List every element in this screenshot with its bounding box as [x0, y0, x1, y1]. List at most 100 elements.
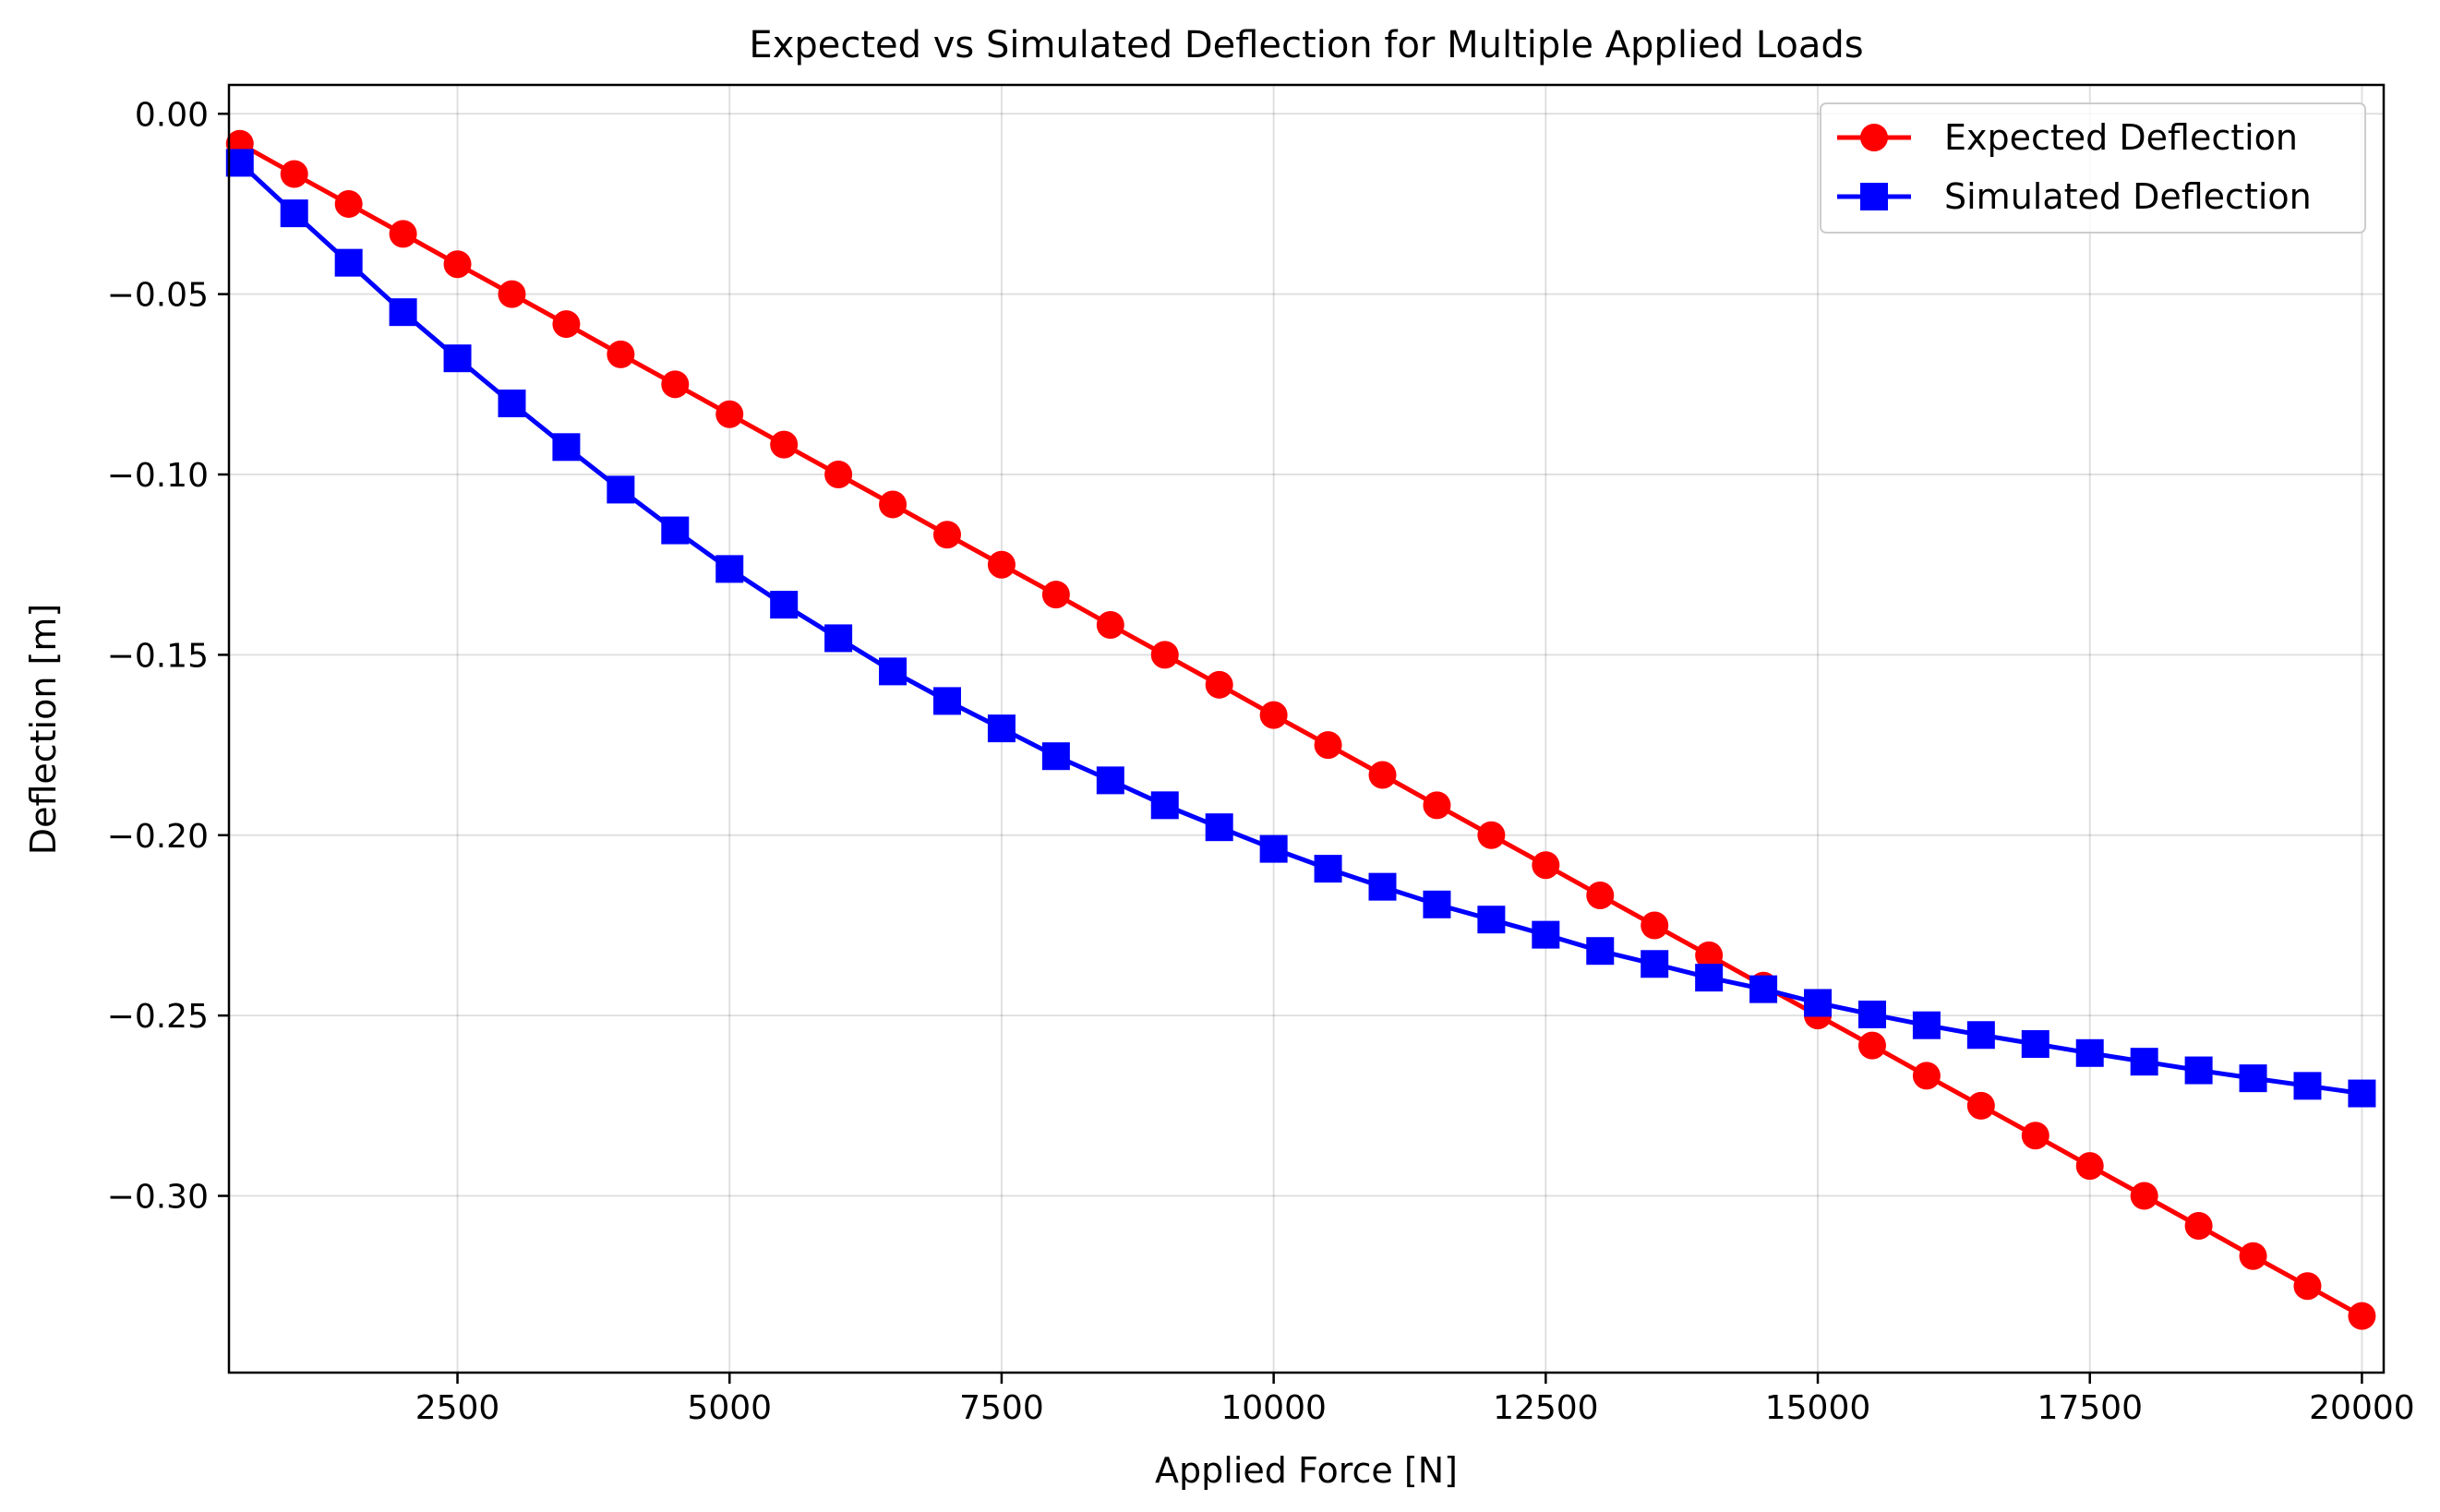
data-point [879, 490, 907, 519]
data-point [1096, 610, 1124, 639]
data-point [1857, 1031, 1886, 1060]
y-tick-label: −0.10 [107, 457, 209, 495]
data-point [1259, 834, 1288, 863]
data-point [552, 433, 581, 462]
data-point [280, 199, 308, 228]
y-tick-label: −0.25 [107, 998, 209, 1036]
data-point [498, 280, 526, 308]
data-point [2075, 1152, 2104, 1181]
data-point [2348, 1079, 2376, 1108]
chart-title: Expected vs Simulated Deflection for Mul… [749, 24, 1863, 66]
data-point [933, 687, 961, 715]
data-point [1041, 742, 1070, 771]
data-point [1368, 761, 1397, 789]
x-tick-label: 17500 [2037, 1389, 2143, 1427]
data-point [1857, 1000, 1886, 1028]
data-point [2293, 1272, 2322, 1301]
data-point [661, 516, 690, 545]
y-axis-label: Deflection [m] [23, 604, 64, 855]
x-tick-label: 15000 [1765, 1389, 1871, 1427]
data-point [443, 344, 472, 373]
data-point [879, 657, 907, 686]
data-point [824, 624, 853, 653]
data-point [1532, 851, 1560, 880]
y-tick-label: −0.30 [107, 1179, 209, 1217]
data-point [280, 160, 308, 188]
x-tick-label: 5000 [687, 1389, 772, 1427]
data-point [1804, 989, 1833, 1017]
data-point [1259, 701, 1288, 729]
data-point [1966, 1091, 1995, 1120]
data-point [1912, 1062, 1941, 1090]
data-point [1205, 813, 1233, 842]
data-point [1423, 791, 1451, 820]
data-point [1586, 937, 1615, 966]
x-axis-label: Applied Force [N] [1155, 1450, 1458, 1491]
data-point [987, 714, 1016, 743]
data-point [1477, 906, 1506, 934]
data-point [2184, 1056, 2213, 1085]
data-point [1966, 1021, 1995, 1050]
x-tick-label: 20000 [2309, 1389, 2415, 1427]
legend-simulated-marker [1860, 183, 1888, 210]
data-point [2348, 1302, 2376, 1330]
data-point [2184, 1211, 2213, 1240]
data-point [225, 149, 254, 177]
data-point [770, 430, 799, 459]
legend-box [1820, 102, 2366, 234]
data-point [334, 189, 363, 218]
legend: Expected Deflection Simulated Deflection [1820, 102, 2366, 234]
data-point [715, 400, 744, 428]
x-axis: 2500 5000 7500 10000 12500 15000 17500 20000 [415, 1373, 2415, 1427]
y-tick-label: −0.20 [107, 818, 209, 856]
data-point [1041, 581, 1070, 609]
data-point [1532, 920, 1560, 949]
data-point [498, 390, 526, 418]
data-point [389, 220, 417, 248]
data-point [1641, 950, 1669, 978]
data-point [824, 461, 853, 489]
data-point [1749, 975, 1778, 1003]
data-point [1586, 882, 1615, 910]
legend-expected-marker [1860, 124, 1888, 151]
data-point [1912, 1011, 1941, 1039]
data-point [2293, 1072, 2322, 1100]
data-point [1368, 872, 1397, 901]
data-point [1695, 941, 1724, 969]
series-0 [225, 129, 2376, 1330]
series-1 [225, 149, 2376, 1108]
data-point [2239, 1242, 2267, 1270]
data-point [1423, 890, 1451, 918]
x-tick-label: 12500 [1493, 1389, 1599, 1427]
data-point [334, 248, 363, 277]
data-point [1096, 766, 1124, 795]
plot-frame [227, 83, 2386, 1374]
legend-simulated-label: Simulated Deflection [1944, 176, 2312, 217]
x-tick-label: 7500 [959, 1389, 1044, 1427]
data-point [2021, 1122, 2049, 1150]
data-point [987, 550, 1016, 579]
y-axis: 0.00 −0.05 −0.10 −0.15 −0.20 −0.25 −0.30 [107, 96, 229, 1217]
data-point [2021, 1030, 2049, 1059]
data-point [1150, 641, 1179, 669]
y-tick-label: 0.00 [135, 96, 209, 134]
series-line [238, 141, 2363, 1318]
data-point [2130, 1048, 2158, 1076]
data-point [1150, 791, 1179, 820]
data-point [443, 250, 472, 279]
series-layer [225, 129, 2376, 1330]
grid [229, 85, 2384, 1373]
data-point [607, 475, 635, 504]
data-point [770, 591, 799, 619]
data-point [2239, 1064, 2267, 1093]
data-point [933, 521, 961, 549]
y-tick-label: −0.15 [107, 637, 209, 675]
x-tick-label: 2500 [415, 1389, 500, 1427]
data-point [715, 555, 744, 583]
data-point [1205, 670, 1233, 699]
data-point [1314, 855, 1342, 883]
legend-expected-label: Expected Deflection [1944, 117, 2298, 158]
data-point [1695, 964, 1724, 992]
